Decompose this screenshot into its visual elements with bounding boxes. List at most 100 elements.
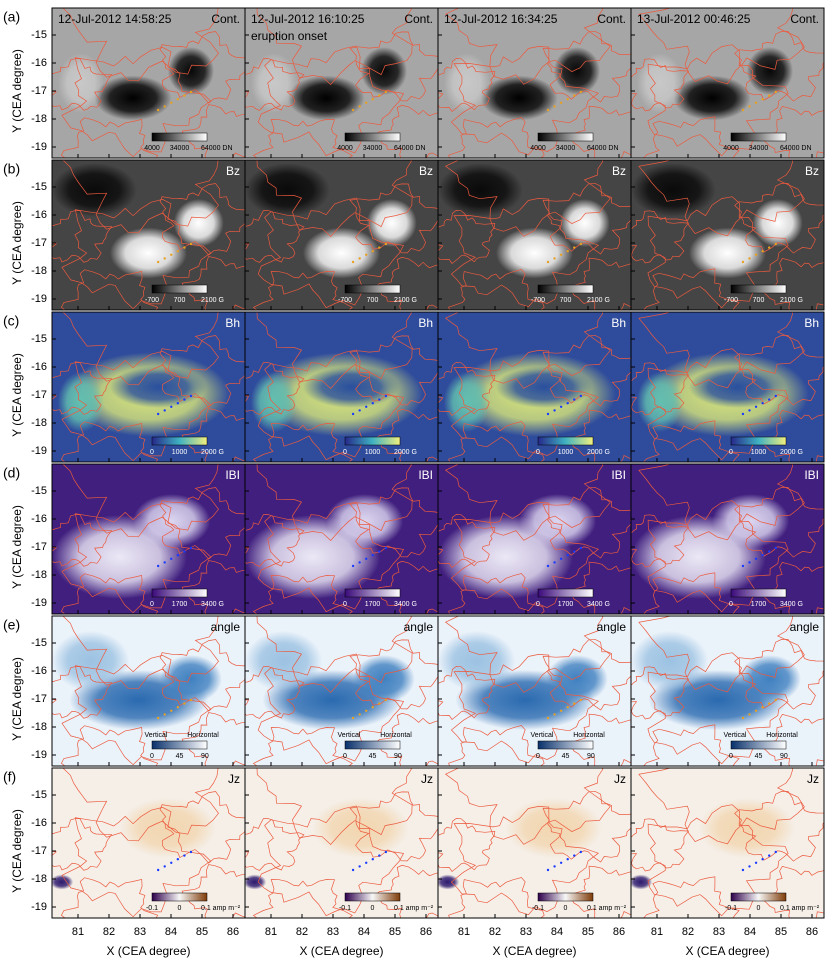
pil-dot bbox=[176, 554, 180, 557]
y-axis-label: Y (CEA degree) bbox=[10, 353, 24, 437]
panel bbox=[245, 616, 438, 766]
pil-dot bbox=[189, 394, 193, 398]
y-tick-label: -19 bbox=[31, 293, 47, 305]
colorbar bbox=[537, 132, 594, 142]
pil-dot bbox=[371, 554, 374, 557]
x-tick-label: 83 bbox=[327, 926, 339, 938]
y-tick-label: -18 bbox=[31, 569, 47, 581]
contour bbox=[647, 348, 789, 461]
colorbar bbox=[537, 892, 594, 902]
colorbar-tick-label: 0 bbox=[536, 753, 540, 760]
pil-dot bbox=[156, 412, 160, 416]
magnetic-feature bbox=[109, 227, 188, 279]
colorbar-tick-label: 0 bbox=[150, 753, 154, 760]
colorbar-tick-label: 45 bbox=[369, 753, 377, 760]
x-axis-label: X (CEA degree) bbox=[299, 944, 383, 958]
pil-dot bbox=[371, 250, 374, 253]
colorbar-tick-label: 0 bbox=[178, 905, 182, 912]
contour bbox=[256, 464, 413, 541]
colorbar-end-label: Horizontal bbox=[380, 732, 412, 739]
contour bbox=[349, 183, 438, 254]
contour bbox=[542, 638, 631, 711]
contour bbox=[61, 351, 212, 462]
contour bbox=[60, 725, 159, 766]
contour bbox=[245, 818, 305, 871]
pil-dot bbox=[365, 405, 368, 408]
quantity-label: angle bbox=[404, 620, 434, 634]
pil-dot bbox=[358, 409, 361, 412]
contour bbox=[448, 421, 545, 462]
pil-dot bbox=[163, 561, 166, 564]
magnetic-feature bbox=[739, 655, 801, 703]
colorbar-tick-label: 2100 G bbox=[201, 297, 224, 304]
colorbar-tick-label: 34000 bbox=[170, 145, 190, 152]
magnetic-feature bbox=[631, 163, 716, 217]
contour bbox=[631, 514, 690, 568]
colorbar-tick-label: 3400 G bbox=[587, 601, 610, 608]
pil-dot bbox=[351, 564, 355, 568]
panel bbox=[245, 8, 438, 158]
pil-dot bbox=[553, 713, 556, 716]
quantity-label: Cont. bbox=[790, 12, 819, 26]
pil-dot bbox=[189, 546, 193, 550]
y-tick-label: -15 bbox=[31, 485, 47, 497]
pil-dot bbox=[170, 557, 173, 560]
x-axis-label: X (CEA degree) bbox=[106, 944, 190, 958]
row-label: (e) bbox=[3, 617, 20, 633]
quantity-label: Bh bbox=[225, 316, 240, 330]
contour bbox=[245, 514, 305, 567]
pil-dot bbox=[189, 90, 193, 94]
colorbar-tick-label: 700 bbox=[367, 297, 379, 304]
y-tick-label: -17 bbox=[31, 237, 47, 249]
colorbar-end-label: Horizontal bbox=[187, 732, 219, 739]
magnetic-feature bbox=[119, 798, 217, 858]
quantity-label: angle bbox=[597, 620, 627, 634]
contour bbox=[638, 312, 805, 389]
contour bbox=[647, 44, 789, 157]
contour bbox=[252, 879, 353, 918]
contour bbox=[159, 639, 245, 712]
contour bbox=[245, 58, 305, 111]
contour bbox=[257, 45, 405, 157]
contour bbox=[542, 486, 631, 559]
quantity-label: IBI bbox=[418, 468, 433, 482]
colorbar-tick-label: 700 bbox=[560, 297, 572, 304]
colorbar bbox=[344, 892, 401, 902]
pil-dot bbox=[351, 868, 355, 872]
colorbar-end-label: Vertical bbox=[531, 732, 554, 739]
pil-dot bbox=[559, 861, 563, 864]
quantity-label: Bh bbox=[418, 316, 433, 330]
y-tick-label: -15 bbox=[31, 333, 47, 345]
panel bbox=[52, 464, 245, 614]
contour bbox=[448, 573, 545, 614]
quantity-label: Jz bbox=[228, 772, 240, 786]
colorbar-tick-label: 90 bbox=[394, 753, 402, 760]
row-label: (c) bbox=[3, 313, 19, 329]
colorbar-tick-label: 3400 G bbox=[201, 601, 224, 608]
pil-dot bbox=[163, 105, 166, 108]
x-tick-label: 82 bbox=[103, 926, 115, 938]
pil-dot bbox=[767, 94, 771, 97]
pil-dot bbox=[546, 108, 550, 112]
pil-dot bbox=[546, 716, 550, 720]
pil-dot bbox=[384, 242, 388, 246]
quantity-label: Jz bbox=[807, 772, 819, 786]
pil-dot bbox=[170, 709, 173, 712]
pil-dot bbox=[156, 716, 160, 720]
colorbar bbox=[730, 740, 787, 750]
colorbar-tick-label: 0.1 amp m⁻² bbox=[587, 905, 627, 912]
magnetic-feature bbox=[302, 366, 400, 408]
colorbar-tick-label: 2000 G bbox=[394, 449, 417, 456]
pil-dot bbox=[767, 550, 771, 553]
x-tick-label: 86 bbox=[227, 926, 239, 938]
panel bbox=[438, 464, 631, 614]
panel-frame bbox=[630, 311, 825, 463]
colorbar-tick-label: -0.1 bbox=[725, 905, 737, 912]
contour bbox=[438, 210, 496, 265]
magnetic-feature bbox=[673, 75, 751, 121]
contour bbox=[349, 335, 438, 406]
panel bbox=[631, 8, 824, 158]
pil-dot bbox=[546, 564, 550, 568]
panel bbox=[438, 768, 631, 918]
magnetic-feature bbox=[366, 199, 417, 247]
